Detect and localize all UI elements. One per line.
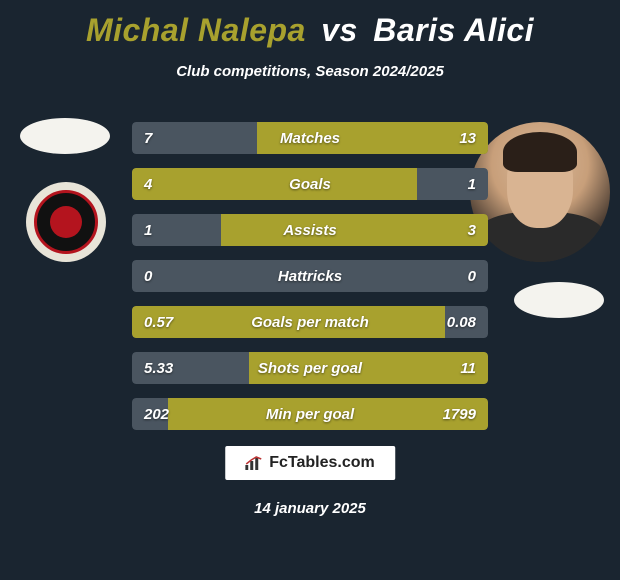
stat-row: Hattricks0 0 (132, 260, 488, 292)
player2-name: Baris Alici (373, 12, 534, 48)
club-logo-inner (34, 190, 98, 254)
player1-name: Michal Nalepa (86, 12, 306, 48)
stat-left-value: 4 (132, 168, 164, 200)
stat-right-value: 1799 (431, 398, 488, 430)
brand-badge: FcTables.com (225, 446, 395, 480)
page-title: Michal Nalepa vs Baris Alici (0, 0, 620, 49)
stat-label: Matches (132, 122, 488, 154)
subtitle: Club competitions, Season 2024/2025 (0, 63, 620, 80)
player1-club-logo (26, 182, 106, 262)
stat-row: Goals4 1 (132, 168, 488, 200)
date-label: 14 january 2025 (0, 500, 620, 517)
stat-right-value: 1 (456, 168, 488, 200)
stat-right-value: 0 (456, 260, 488, 292)
stat-row: Matches7 13 (132, 122, 488, 154)
stat-left-value: 202 (132, 398, 181, 430)
comparison-card: Michal Nalepa vs Baris Alici Club compet… (0, 0, 620, 580)
player2-club-logo-placeholder (514, 282, 604, 318)
stat-row: Goals per match0.570.08 (132, 306, 488, 338)
brand-text: FcTables.com (269, 454, 375, 472)
stat-right-value: 13 (447, 122, 488, 154)
stats-bars: Matches713Goals41Assists13Hattricks00Goa… (132, 122, 488, 444)
avatar-hair (503, 132, 577, 172)
club-logo-center (50, 206, 82, 238)
stat-left-value: 0 (132, 260, 164, 292)
player2-avatar (470, 122, 610, 262)
stat-label: Shots per goal (132, 352, 488, 384)
stat-right-value: 0.08 (435, 306, 488, 338)
stat-right-value: 3 (456, 214, 488, 246)
stat-right-value: 11 (448, 352, 488, 384)
vs-label: vs (321, 12, 358, 48)
stat-left-value: 1 (132, 214, 164, 246)
stat-left-value: 0.57 (132, 306, 185, 338)
chart-icon (245, 456, 263, 470)
stat-left-value: 5.33 (132, 352, 185, 384)
stat-row: Assists1 3 (132, 214, 488, 246)
stat-row: Shots per goal5.33 11 (132, 352, 488, 384)
stat-label: Hattricks (132, 260, 488, 292)
stat-left-value: 7 (132, 122, 164, 154)
player1-avatar-placeholder (20, 118, 110, 154)
stat-label: Goals (132, 168, 488, 200)
stat-row: Min per goal2021799 (132, 398, 488, 430)
stat-label: Assists (132, 214, 488, 246)
